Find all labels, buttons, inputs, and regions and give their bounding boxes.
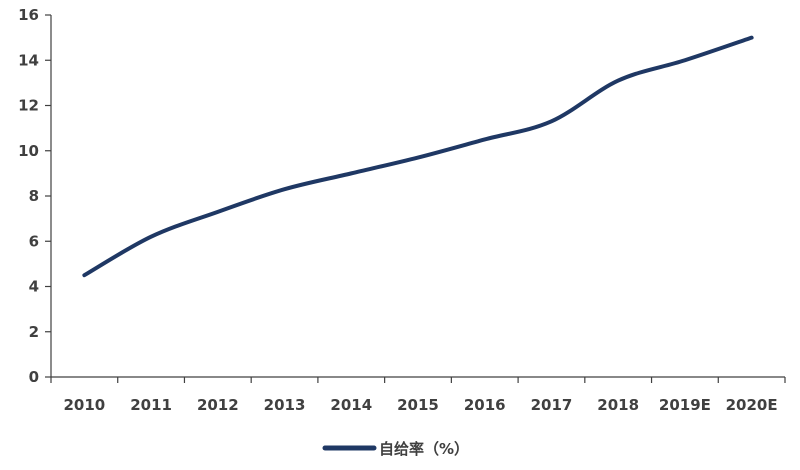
y-tick-label: 10 — [18, 142, 39, 160]
y-tick-label: 12 — [18, 97, 39, 115]
x-tick-label: 2015 — [397, 396, 439, 414]
y-tick-label: 6 — [29, 232, 39, 250]
x-tick-label: 2017 — [531, 396, 573, 414]
x-tick-label: 2011 — [130, 396, 172, 414]
legend: 自给率（%） — [325, 440, 469, 458]
legend-label: 自给率（%） — [379, 440, 469, 458]
y-tick-label: 16 — [18, 6, 39, 24]
x-tick-label: 2019E — [659, 396, 711, 414]
y-tick-label: 0 — [29, 368, 39, 386]
x-tick-label: 2010 — [63, 396, 105, 414]
x-axis: 2010 2011 2012 2013 2014 2015 2016 2017 2018 2019… — [51, 377, 785, 414]
y-tick-label: 4 — [29, 278, 39, 296]
y-tick-label: 14 — [18, 51, 39, 69]
series-line — [84, 38, 751, 276]
x-tick-label: 2013 — [264, 396, 306, 414]
y-tick-label: 8 — [29, 187, 39, 205]
x-tick-label: 2016 — [464, 396, 506, 414]
x-tick-label: 2012 — [197, 396, 239, 414]
x-tick-label: 2014 — [330, 396, 372, 414]
series-lines — [84, 37, 752, 276]
x-tick-label: 2018 — [597, 396, 639, 414]
y-tick-label: 2 — [29, 323, 39, 341]
x-tick-label: 2020E — [726, 396, 778, 414]
y-axis: 0 2 4 6 8 10 12 14 16 — [18, 6, 51, 386]
